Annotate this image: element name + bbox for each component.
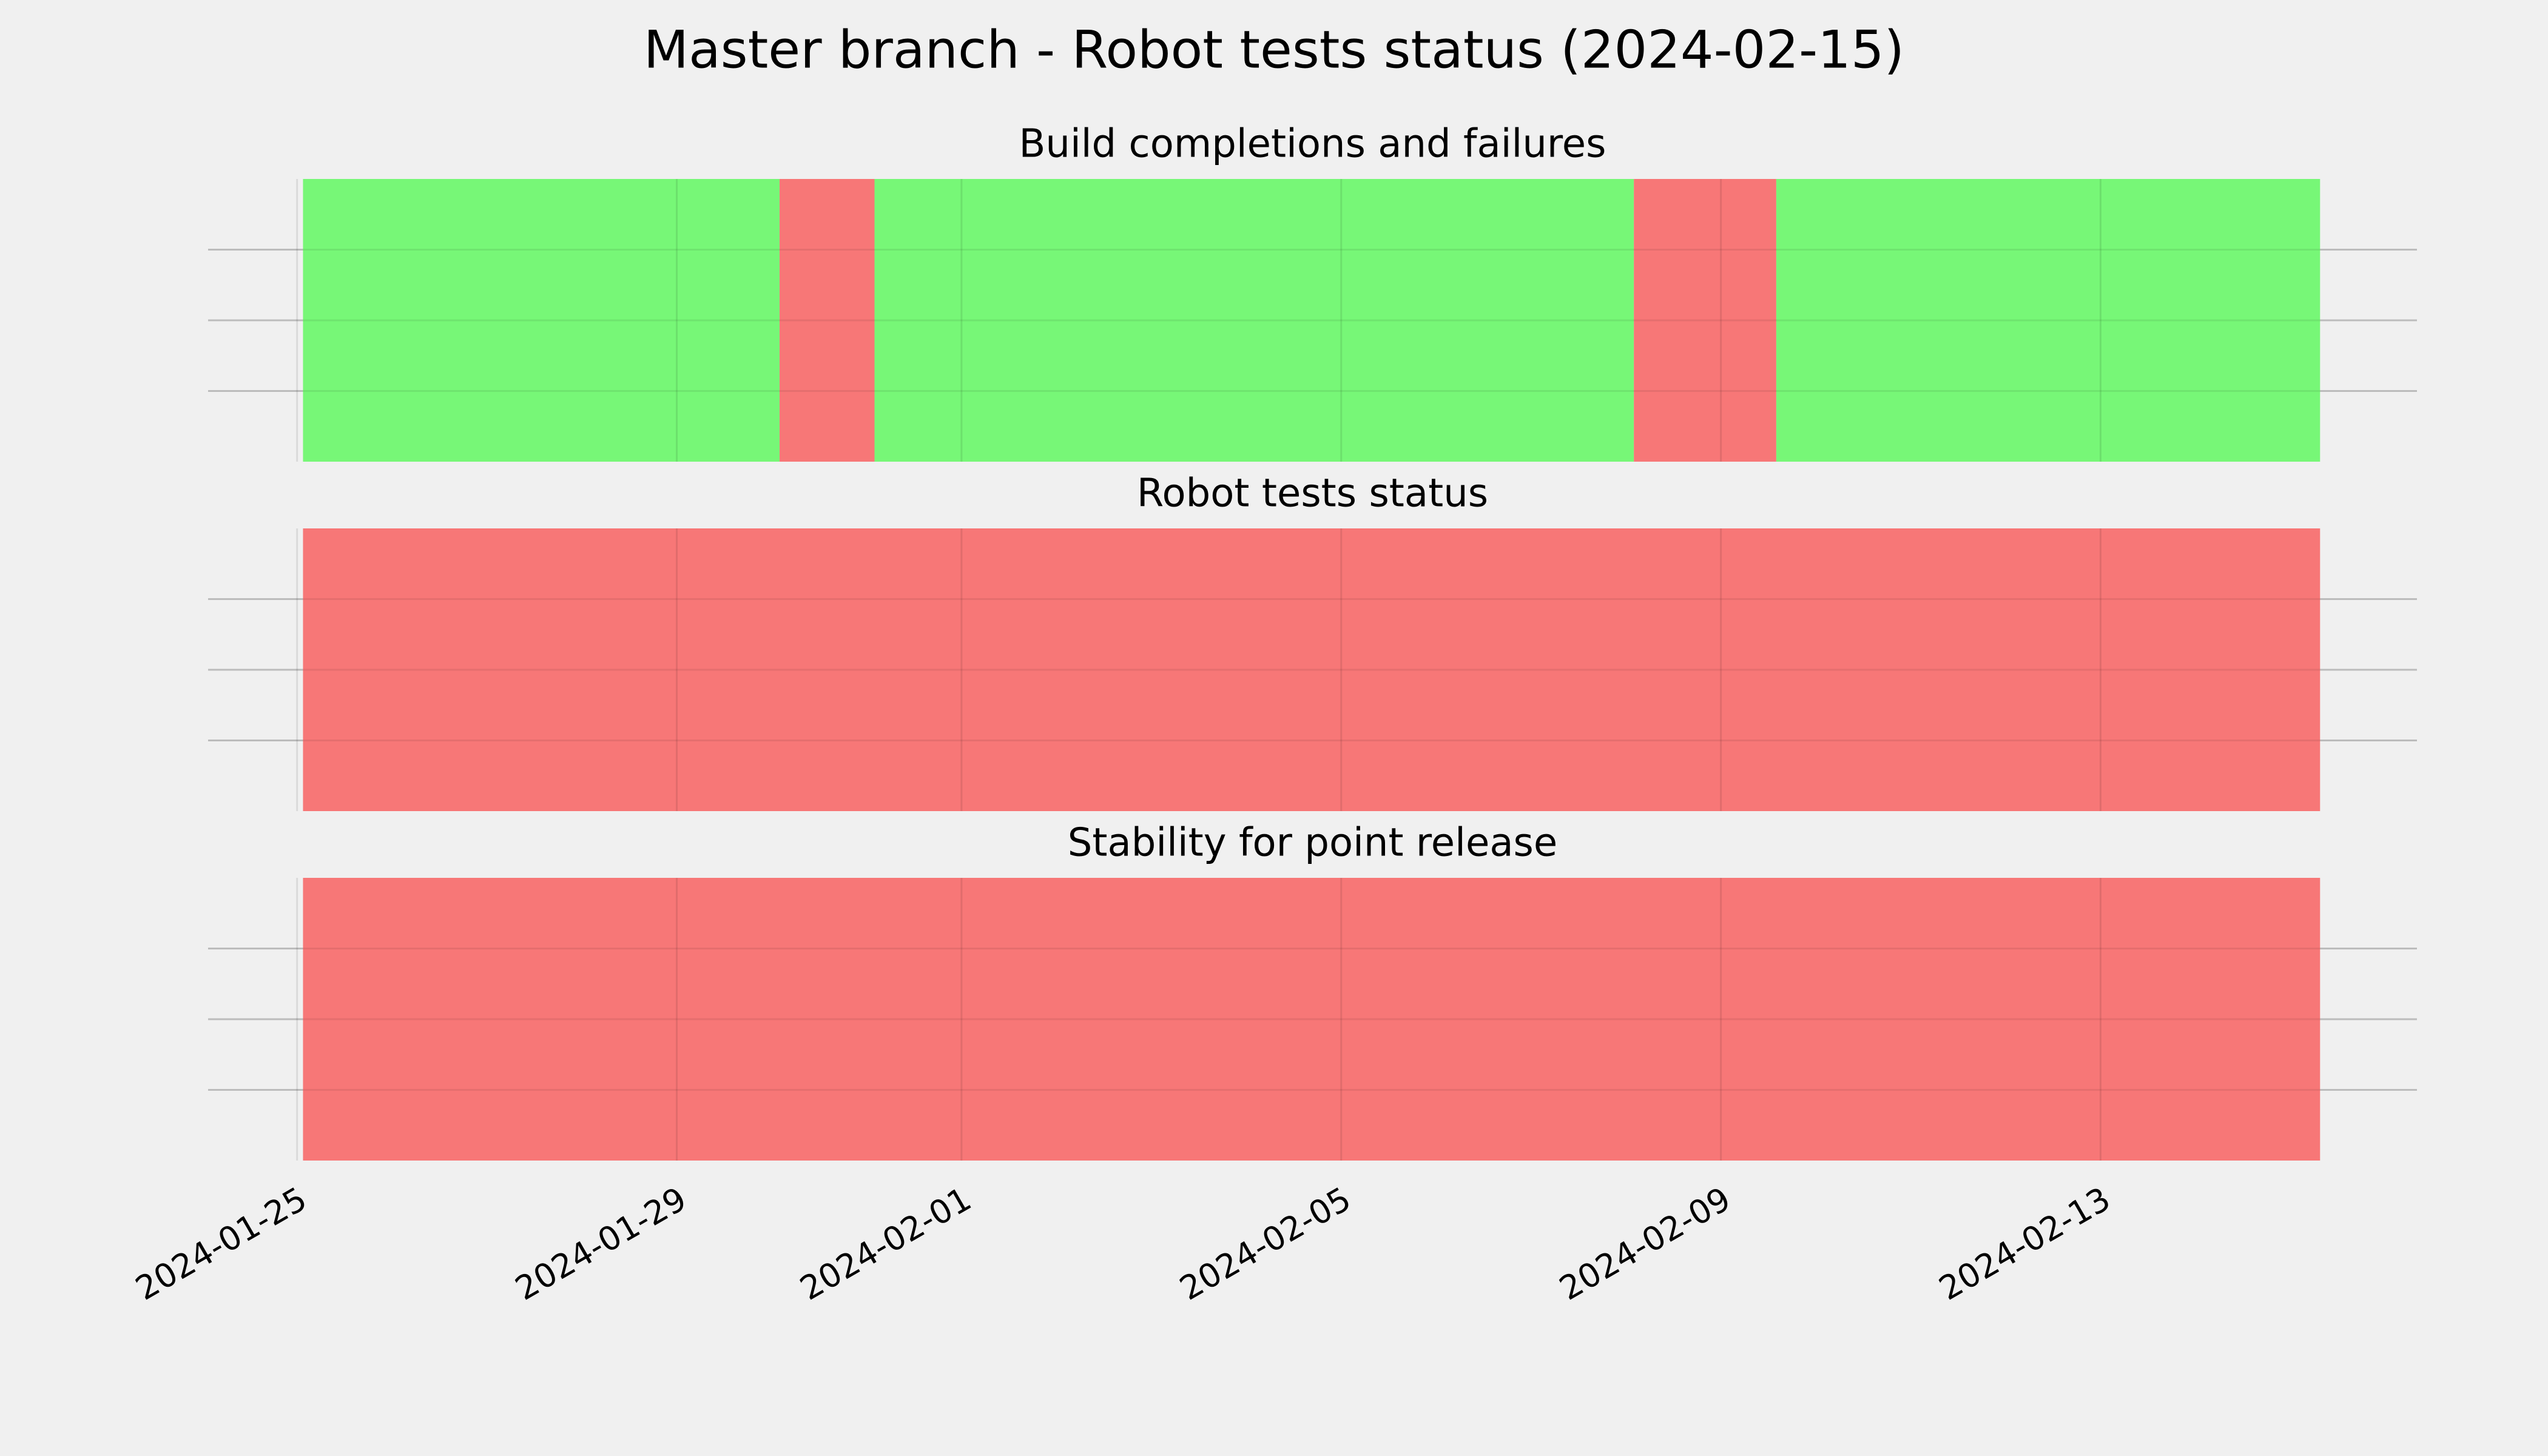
status-span [874, 179, 1634, 462]
status-span [1634, 179, 1776, 462]
status-span [780, 179, 875, 462]
panel-title: Stability for point release [1068, 821, 1558, 866]
status-span [1776, 179, 2320, 462]
status-span [303, 528, 2320, 811]
panel-title: Build completions and failures [1019, 122, 1606, 167]
panel-title: Robot tests status [1137, 471, 1488, 516]
status-span [303, 179, 780, 462]
chart-title: Master branch - Robot tests status (2024… [644, 19, 1904, 80]
status-span [303, 878, 2320, 1161]
